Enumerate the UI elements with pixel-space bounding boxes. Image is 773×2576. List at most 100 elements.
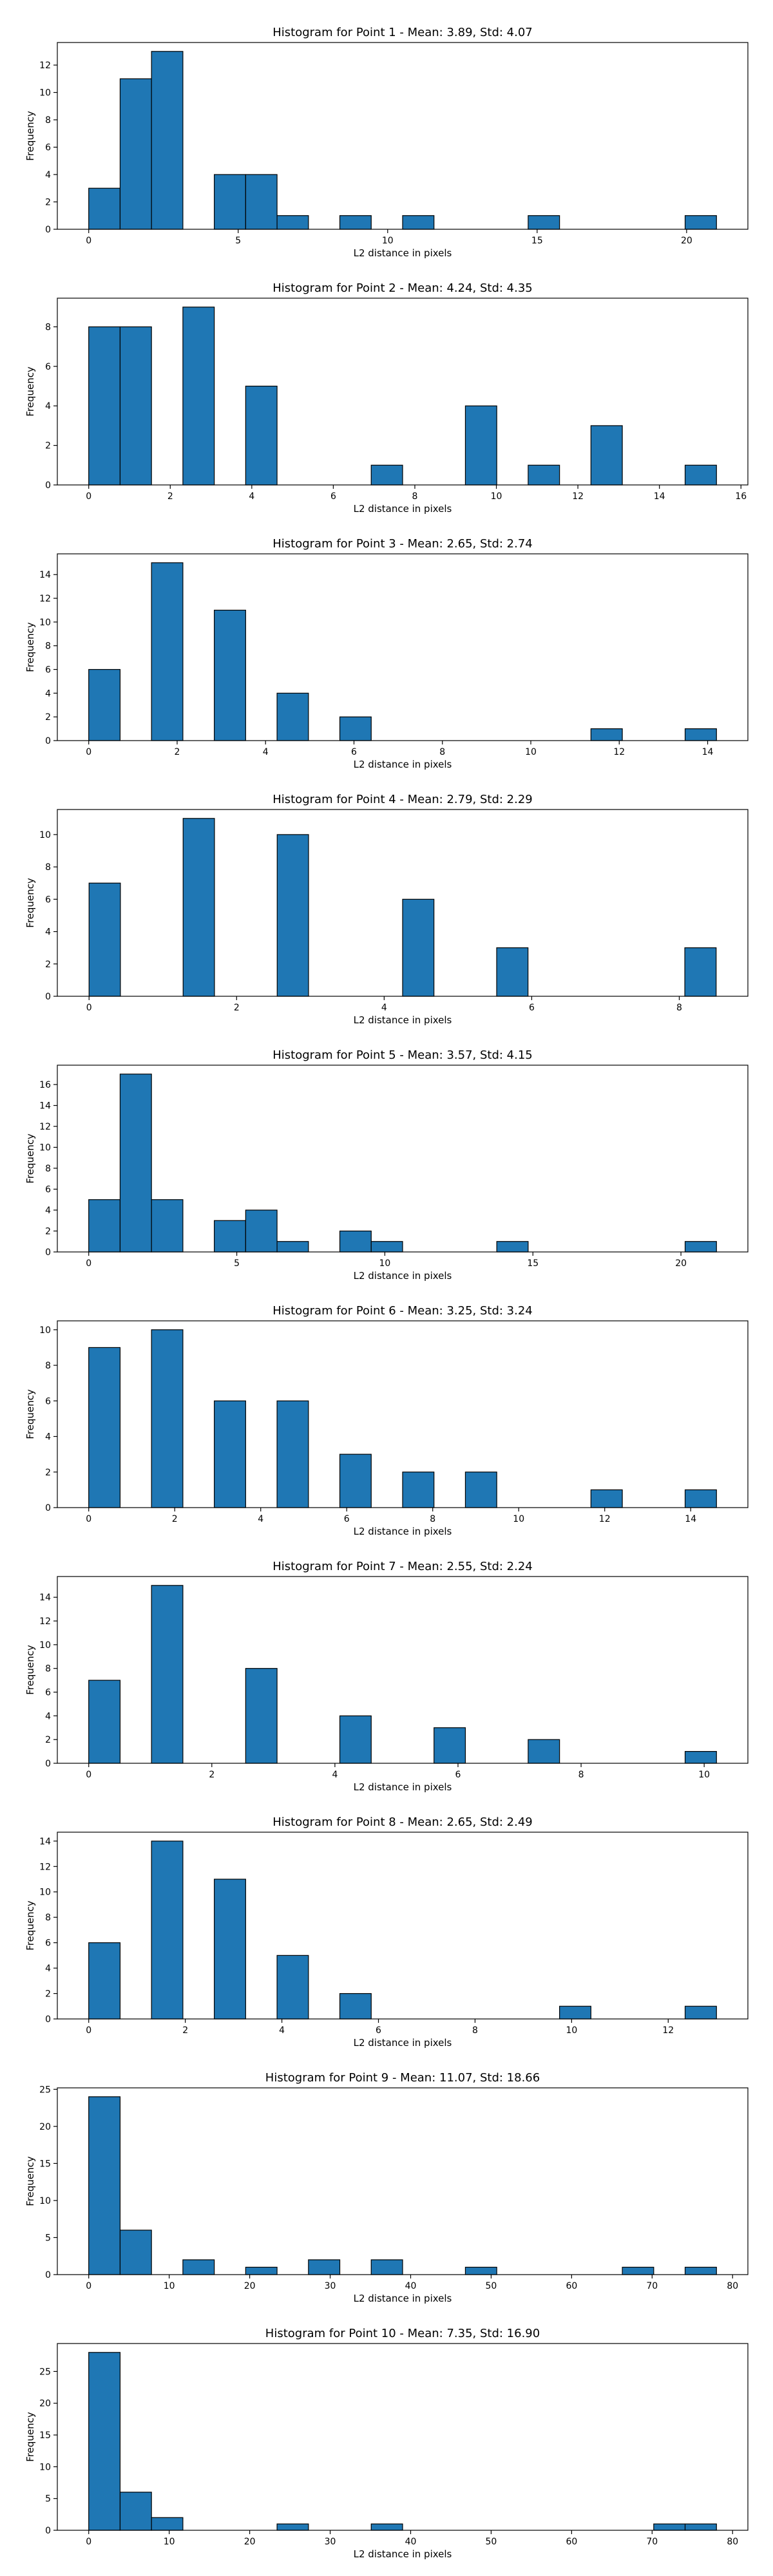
plot-frame [57, 2343, 749, 2531]
y-tick-label: 2 [45, 1735, 51, 1745]
x-tick-label: 8 [676, 1003, 682, 1013]
x-tick-label: 6 [529, 1003, 535, 1013]
histogram-bar [528, 1739, 560, 1764]
y-tick-label: 2 [45, 960, 51, 970]
histogram-bar [276, 834, 309, 997]
x-tick-label: 15 [527, 1258, 539, 1269]
histogram-bar [339, 215, 372, 230]
histogram-bar [684, 728, 717, 741]
y-axis-label: Frequency [24, 622, 36, 672]
histogram-bar [151, 51, 184, 230]
histogram-bar [88, 668, 121, 741]
chart-title: Histogram for Point 9 - Mean: 11.07, Std… [265, 2071, 540, 2085]
x-tick-label: 10 [698, 1770, 710, 1780]
y-tick-label: 8 [45, 862, 51, 873]
x-tick-label: 10 [491, 491, 502, 502]
x-tick-label: 40 [405, 2281, 417, 2291]
y-tick-label: 0 [45, 2270, 51, 2280]
y-tick-label: 20 [39, 2399, 51, 2409]
histogram-bar [339, 1230, 372, 1253]
histogram-bar [151, 1329, 184, 1508]
histogram-bar [276, 692, 309, 741]
x-tick-label: 0 [86, 1514, 91, 1524]
x-tick-label: 6 [330, 491, 336, 502]
y-tick-label: 2 [45, 1227, 51, 1237]
x-axis-label: L2 distance in pixels [354, 247, 452, 259]
y-tick-label: 4 [45, 1964, 51, 1974]
histogram-bar [559, 2005, 591, 2020]
chart-title: Histogram for Point 4 - Mean: 2.79, Std:… [272, 793, 533, 806]
x-tick-label: 40 [405, 2537, 417, 2547]
chart-title: Histogram for Point 8 - Mean: 2.65, Std:… [272, 1815, 533, 1829]
histogram-bar [119, 78, 152, 230]
histogram-bar [119, 326, 152, 486]
x-tick-label: 20 [681, 236, 692, 246]
chart-title: Histogram for Point 7 - Mean: 2.55, Std:… [272, 1560, 533, 1573]
histogram-bar [370, 2259, 403, 2275]
histogram-bar [684, 464, 717, 486]
x-tick-label: 70 [646, 2537, 658, 2547]
x-tick-label: 10 [525, 747, 537, 757]
histogram-bar [370, 464, 403, 486]
y-tick-label: 25 [39, 2085, 51, 2095]
y-tick-label: 10 [39, 1325, 51, 1336]
histogram-bar [684, 2266, 717, 2275]
plot-frame [57, 2087, 749, 2275]
histogram-bar [245, 2266, 278, 2275]
y-tick-label: 12 [39, 594, 51, 604]
y-tick-label: 0 [45, 1503, 51, 1513]
x-tick-label: 2 [172, 1514, 178, 1524]
histogram-bar [88, 1199, 121, 1253]
x-tick-label: 0 [86, 236, 91, 246]
y-tick-label: 0 [45, 2526, 51, 2536]
histogram-bar [88, 1942, 121, 2020]
x-tick-label: 12 [572, 491, 584, 502]
histogram-bar [119, 2230, 152, 2275]
x-tick-label: 6 [344, 1514, 350, 1524]
histogram-bar [402, 215, 435, 230]
histogram-bar [151, 1841, 184, 2020]
y-tick-label: 10 [39, 2196, 51, 2206]
histogram-bar [464, 405, 497, 486]
x-tick-label: 8 [430, 1514, 435, 1524]
y-tick-label: 10 [39, 2462, 51, 2472]
y-tick-label: 0 [45, 1759, 51, 1769]
y-tick-label: 4 [45, 1432, 51, 1443]
plot-frame [57, 1832, 749, 2020]
histogram-bar [214, 1879, 246, 2020]
x-tick-label: 10 [379, 1258, 391, 1269]
y-tick-label: 25 [39, 2367, 51, 2377]
y-tick-label: 0 [45, 480, 51, 491]
histogram-panel: Histogram for Point 6 - Mean: 3.25, Std:… [24, 1304, 749, 1537]
histogram-bar [245, 1668, 278, 1764]
y-tick-label: 10 [39, 1888, 51, 1898]
x-tick-label: 30 [325, 2537, 336, 2547]
histogram-bar [245, 385, 278, 486]
histogram-bar [464, 2266, 497, 2275]
histogram-bar [214, 174, 246, 230]
y-tick-label: 6 [45, 1396, 51, 1406]
y-tick-label: 4 [45, 927, 51, 938]
y-tick-label: 10 [39, 1143, 51, 1153]
x-tick-label: 20 [244, 2537, 256, 2547]
x-axis-label: L2 distance in pixels [354, 2293, 452, 2304]
y-axis-label: Frequency [24, 1389, 36, 1439]
y-tick-label: 8 [45, 115, 51, 126]
histogram-bar [88, 2352, 121, 2531]
y-tick-label: 10 [39, 830, 51, 840]
y-tick-label: 0 [45, 1247, 51, 1258]
y-tick-label: 8 [45, 1664, 51, 1674]
histogram-bar [370, 1241, 403, 1253]
histogram-bar [276, 1241, 309, 1253]
y-axis-label: Frequency [24, 1900, 36, 1951]
histogram-bar [151, 1199, 184, 1253]
histogram-bar [276, 2523, 309, 2531]
x-tick-label: 12 [662, 2025, 674, 2036]
histogram-bar [684, 2523, 717, 2531]
histogram-bar [214, 1400, 246, 1508]
y-tick-label: 12 [39, 1862, 51, 1872]
histogram-bar [151, 562, 184, 741]
x-tick-label: 12 [599, 1514, 611, 1524]
x-tick-label: 4 [249, 491, 254, 502]
x-axis-label: L2 distance in pixels [354, 1781, 452, 1793]
